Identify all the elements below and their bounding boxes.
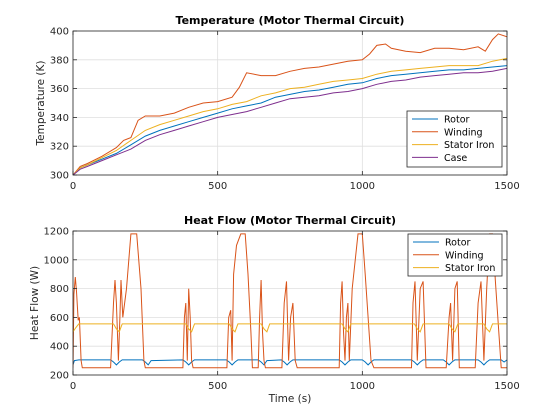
heat-flow-x-tick-label: 1500 xyxy=(494,381,519,392)
heat-flow-x-axis-label: Time (s) xyxy=(268,393,312,405)
heat-flow-y-tick-label: 1000 xyxy=(44,255,69,266)
heat-flow-series-winding xyxy=(73,233,507,369)
heat-flow-series-rotor xyxy=(73,359,507,366)
heat-flow-y-tick-label: 1200 xyxy=(44,227,69,238)
heat-flow-x-tick-label: 0 xyxy=(70,381,76,392)
temperature-series-winding xyxy=(73,33,507,175)
heat-flow-legend-label: Stator Iron xyxy=(445,263,495,274)
temperature-y-axis-label: Temperature (K) xyxy=(35,61,47,147)
temperature-y-tick-label: 300 xyxy=(50,171,69,182)
heat-flow-y-axis-label: Heat Flow (W) xyxy=(29,266,41,340)
heat-flow-series-stator-iron xyxy=(73,323,507,333)
heat-flow-y-tick-label: 600 xyxy=(50,313,69,324)
temperature-series-rotor xyxy=(73,65,507,175)
heat-flow-y-tick-label: 200 xyxy=(50,371,69,382)
temperature-series-case xyxy=(73,67,507,175)
heat-flow-legend-label: Winding xyxy=(445,250,484,261)
temperature-y-tick-label: 400 xyxy=(50,27,69,38)
temperature-x-tick-label: 500 xyxy=(208,181,227,192)
temperature-x-tick-label: 0 xyxy=(70,181,76,192)
heat-flow-y-tick-label: 800 xyxy=(50,284,69,295)
temperature-y-tick-label: 320 xyxy=(50,142,69,153)
temperature-chart-title: Temperature (Motor Thermal Circuit) xyxy=(176,14,405,27)
heat-flow-axes-box xyxy=(72,230,508,376)
heat-flow-x-tick-label: 500 xyxy=(208,381,227,392)
temperature-legend-label: Case xyxy=(444,153,467,164)
heat-flow-x-tick-label: 1000 xyxy=(350,381,375,392)
temperature-legend-label: Winding xyxy=(444,127,483,138)
temperature-y-tick-label: 380 xyxy=(50,55,69,66)
temperature-y-tick-label: 360 xyxy=(50,84,69,95)
heat-flow-chart-title: Heat Flow (Motor Thermal Circuit) xyxy=(184,214,396,227)
temperature-x-tick-label: 1500 xyxy=(494,181,519,192)
temperature-x-tick-label: 1000 xyxy=(350,181,375,192)
heat-flow-legend-label: Rotor xyxy=(445,238,471,249)
temperature-series-stator-iron xyxy=(73,57,507,175)
heat-flow-y-tick-label: 400 xyxy=(50,342,69,353)
temperature-legend-label: Rotor xyxy=(444,115,470,126)
temperature-axes: Temperature (Motor Thermal Circuit) Temp… xyxy=(35,14,520,192)
temperature-y-tick-label: 340 xyxy=(50,113,69,124)
heat-flow-axes: Heat Flow (Motor Thermal Circuit) Heat F… xyxy=(29,214,520,405)
temperature-axes-box xyxy=(72,30,508,176)
temperature-legend-label: Stator Iron xyxy=(444,140,494,151)
